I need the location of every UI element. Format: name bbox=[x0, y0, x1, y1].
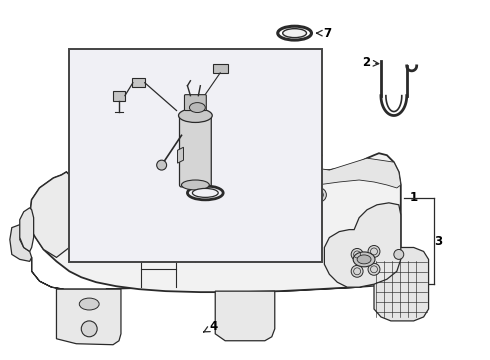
Polygon shape bbox=[30, 172, 89, 257]
Polygon shape bbox=[324, 203, 401, 287]
Circle shape bbox=[313, 188, 326, 202]
Ellipse shape bbox=[190, 103, 205, 113]
FancyBboxPatch shape bbox=[179, 113, 211, 187]
Polygon shape bbox=[374, 247, 429, 321]
Circle shape bbox=[283, 191, 296, 205]
Ellipse shape bbox=[199, 196, 241, 214]
Circle shape bbox=[204, 248, 216, 260]
Text: 6: 6 bbox=[228, 189, 267, 202]
Text: 1: 1 bbox=[410, 192, 418, 204]
Text: 9: 9 bbox=[231, 66, 262, 79]
Circle shape bbox=[368, 246, 380, 257]
Polygon shape bbox=[32, 257, 401, 319]
Text: 8: 8 bbox=[133, 72, 147, 85]
Circle shape bbox=[351, 265, 363, 277]
Ellipse shape bbox=[353, 252, 375, 267]
FancyBboxPatch shape bbox=[213, 64, 228, 73]
Text: 4: 4 bbox=[204, 320, 218, 333]
Ellipse shape bbox=[190, 170, 201, 176]
Text: 7: 7 bbox=[317, 27, 331, 40]
Polygon shape bbox=[89, 158, 401, 200]
Polygon shape bbox=[30, 153, 401, 292]
Circle shape bbox=[169, 195, 182, 209]
FancyBboxPatch shape bbox=[70, 49, 322, 262]
Text: 5: 5 bbox=[311, 155, 322, 168]
Circle shape bbox=[81, 321, 97, 337]
Ellipse shape bbox=[178, 109, 212, 122]
Ellipse shape bbox=[181, 180, 209, 190]
Ellipse shape bbox=[283, 29, 307, 37]
Polygon shape bbox=[56, 289, 121, 345]
Circle shape bbox=[254, 246, 266, 257]
Circle shape bbox=[351, 248, 363, 260]
Text: 2: 2 bbox=[362, 57, 379, 69]
Ellipse shape bbox=[193, 188, 218, 197]
Polygon shape bbox=[215, 291, 275, 341]
Polygon shape bbox=[177, 147, 183, 163]
Ellipse shape bbox=[79, 298, 99, 310]
Circle shape bbox=[251, 193, 265, 207]
Polygon shape bbox=[20, 208, 34, 251]
Circle shape bbox=[394, 249, 404, 260]
FancyBboxPatch shape bbox=[132, 78, 145, 87]
FancyBboxPatch shape bbox=[184, 95, 206, 111]
Text: 3: 3 bbox=[435, 235, 442, 248]
Polygon shape bbox=[10, 220, 32, 261]
Circle shape bbox=[368, 264, 380, 275]
Ellipse shape bbox=[357, 255, 371, 264]
Circle shape bbox=[294, 242, 306, 253]
Text: 10: 10 bbox=[103, 84, 119, 97]
Circle shape bbox=[157, 160, 167, 170]
Circle shape bbox=[142, 191, 156, 205]
Circle shape bbox=[150, 243, 162, 255]
Polygon shape bbox=[113, 91, 125, 100]
Ellipse shape bbox=[192, 192, 249, 217]
